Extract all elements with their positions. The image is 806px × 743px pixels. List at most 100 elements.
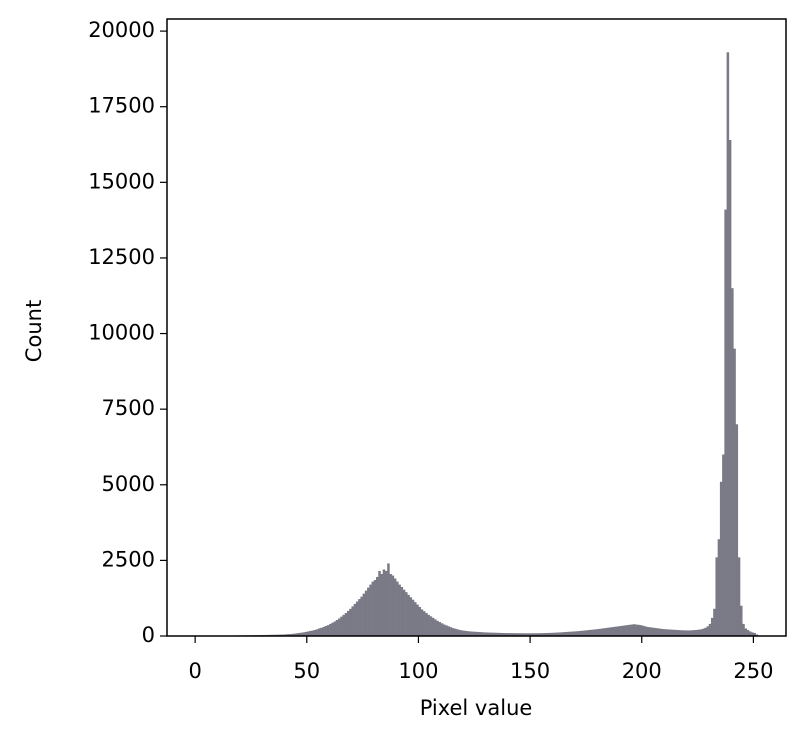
bar: [659, 628, 663, 636]
bar: [744, 628, 747, 636]
bar: [523, 633, 526, 636]
bar: [300, 632, 303, 636]
bar: [603, 628, 607, 636]
bar: [713, 608, 716, 636]
bar: [489, 632, 493, 636]
x-tick-label: 0: [188, 659, 201, 683]
bar: [326, 625, 330, 636]
bar: [579, 630, 582, 636]
bar: [554, 632, 558, 636]
bar: [751, 632, 754, 636]
bar: [525, 633, 529, 636]
bar: [396, 581, 399, 636]
bar: [628, 624, 631, 636]
bar: [695, 629, 698, 636]
bar: [465, 631, 468, 636]
x-tick-label: 250: [733, 659, 773, 683]
bar: [389, 573, 392, 636]
bar: [507, 633, 511, 636]
x-tick-label: 150: [510, 659, 550, 683]
bar: [614, 626, 618, 636]
bar: [467, 631, 471, 636]
bar: [632, 624, 636, 636]
bar: [297, 632, 301, 636]
bar: [699, 629, 703, 636]
bar: [715, 557, 718, 636]
bar: [563, 632, 567, 636]
bar: [545, 632, 549, 636]
x-tick-label: 50: [293, 659, 320, 683]
bar: [621, 625, 625, 636]
bar: [440, 623, 444, 636]
bar: [445, 625, 448, 636]
bar: [592, 629, 596, 636]
bar: [340, 616, 343, 636]
axes-frame: [166, 18, 787, 637]
bar: [429, 616, 433, 636]
bar: [418, 606, 421, 636]
bar: [422, 611, 426, 636]
bar: [608, 627, 611, 636]
bar: [505, 633, 509, 636]
bar: [728, 139, 732, 636]
bar: [541, 633, 544, 636]
bar: [409, 597, 413, 636]
bar: [413, 602, 417, 636]
bar: [516, 633, 520, 636]
bar: [463, 630, 466, 636]
bar: [382, 569, 386, 636]
bar: [570, 631, 573, 636]
bar: [420, 609, 424, 636]
bar: [324, 626, 328, 636]
bar: [536, 633, 540, 636]
bar: [601, 628, 605, 636]
bar: [353, 603, 357, 636]
bar: [355, 601, 359, 636]
bar: [588, 630, 591, 636]
bar: [496, 632, 500, 636]
bar: [641, 625, 645, 636]
bar: [378, 570, 381, 636]
bar: [686, 630, 689, 636]
bar: [755, 634, 759, 636]
bar: [539, 633, 542, 636]
bar: [443, 624, 446, 636]
bar: [288, 634, 292, 636]
bar: [679, 630, 683, 636]
bar: [338, 618, 341, 636]
bar: [677, 630, 681, 636]
bar: [407, 594, 410, 636]
bar: [617, 626, 620, 636]
bar: [666, 629, 669, 636]
bar: [655, 628, 658, 636]
bar: [673, 629, 676, 636]
bar: [572, 631, 576, 636]
bar: [574, 631, 578, 636]
bar: [503, 633, 506, 636]
bar: [623, 625, 627, 636]
y-tick-label: 15000: [88, 169, 155, 193]
bar: [697, 629, 701, 636]
bar: [405, 592, 408, 636]
bar: [331, 622, 334, 636]
bar: [315, 629, 319, 636]
bar: [610, 627, 614, 636]
bar: [688, 630, 692, 636]
bar: [717, 539, 721, 636]
bar: [311, 630, 314, 636]
bar: [472, 631, 475, 636]
bar: [369, 584, 372, 636]
bar: [731, 288, 734, 636]
bar: [733, 348, 736, 636]
bar: [612, 626, 616, 636]
bar: [514, 633, 517, 636]
bar: [630, 624, 634, 636]
bar: [561, 632, 564, 636]
bar: [748, 631, 752, 636]
bar: [380, 573, 384, 636]
bar: [670, 629, 674, 636]
bar: [351, 606, 354, 636]
bar: [690, 630, 694, 636]
bar: [295, 633, 299, 636]
